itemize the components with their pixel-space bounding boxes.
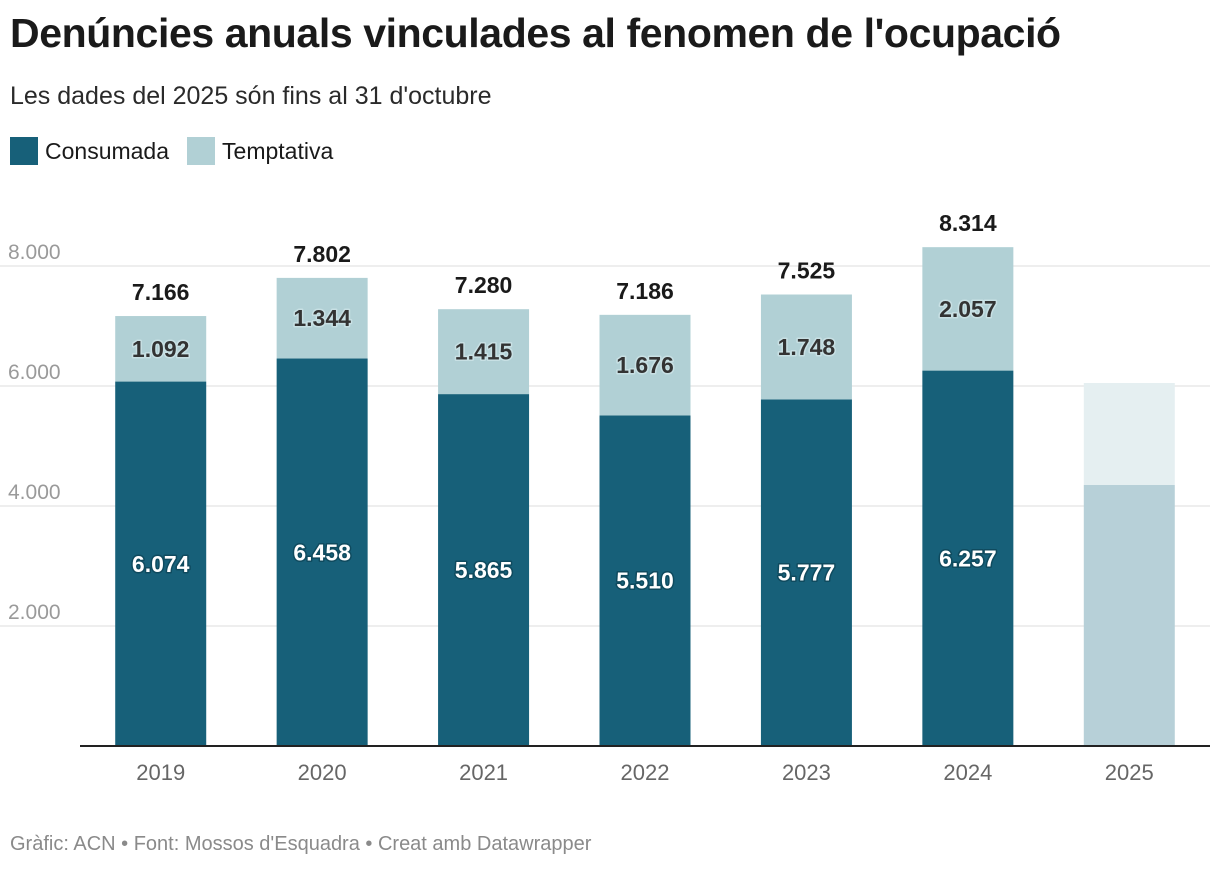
bar-temptativa-2022 bbox=[599, 314, 691, 416]
total-label: 7.525 bbox=[778, 258, 836, 284]
bar-consumada-2020 bbox=[276, 358, 368, 746]
data-label-consumada: 6.257 bbox=[939, 545, 997, 571]
bar-temptativa-2019 bbox=[115, 316, 207, 382]
total-label: 7.802 bbox=[293, 241, 351, 267]
chart-footer: Gràfic: ACN • Font: Mossos d'Esquadra • … bbox=[10, 833, 592, 855]
bar-consumada-2023 bbox=[760, 399, 852, 746]
chart-title: Denúncies anuals vinculades al fenomen d… bbox=[10, 10, 1061, 56]
bar-temptativa-2021 bbox=[438, 309, 530, 395]
legend-item-consumada: Consumada bbox=[10, 137, 169, 165]
bar-consumada-2021 bbox=[438, 394, 530, 746]
total-label: 7.186 bbox=[616, 278, 674, 304]
total-label: 8.314 bbox=[939, 210, 997, 236]
x-tick-label: 2025 bbox=[1105, 760, 1154, 785]
data-label-consumada: 5.510 bbox=[616, 568, 674, 594]
data-label-consumada: 6.074 bbox=[132, 551, 190, 577]
legend-swatch-consumada bbox=[10, 137, 38, 165]
total-label: 7.166 bbox=[132, 279, 190, 305]
y-tick-label: 4.000 bbox=[8, 481, 61, 504]
x-tick-label: 2024 bbox=[943, 760, 992, 785]
data-label-consumada: 5.777 bbox=[778, 560, 836, 586]
bar-consumada-2025 bbox=[1083, 485, 1175, 746]
y-tick-label: 8.000 bbox=[8, 241, 61, 264]
bar-consumada-2022 bbox=[599, 415, 691, 746]
legend-swatch-temptativa bbox=[187, 137, 216, 165]
y-tick-label: 2.000 bbox=[8, 601, 61, 624]
bar-temptativa-2023 bbox=[760, 294, 852, 400]
data-label-temptativa: 1.676 bbox=[616, 352, 674, 378]
chart-subtitle: Les dades del 2025 són fins al 31 d'octu… bbox=[10, 82, 492, 110]
data-label-temptativa: 2.057 bbox=[939, 296, 997, 322]
bar-consumada-2019 bbox=[115, 381, 207, 746]
x-tick-label: 2019 bbox=[136, 760, 185, 785]
total-label: 7.280 bbox=[455, 272, 513, 298]
data-label-temptativa: 1.748 bbox=[778, 334, 836, 360]
x-tick-label: 2023 bbox=[782, 760, 831, 785]
data-label-temptativa: 1.415 bbox=[455, 339, 513, 365]
bar-temptativa-2025 bbox=[1083, 383, 1175, 485]
data-label-consumada: 5.865 bbox=[455, 557, 513, 583]
bar-temptativa-2024 bbox=[922, 247, 1014, 371]
x-tick-label: 2020 bbox=[298, 760, 347, 785]
data-label-temptativa: 1.344 bbox=[293, 305, 351, 331]
legend-label-temptativa: Temptativa bbox=[222, 137, 334, 164]
data-label-temptativa: 1.092 bbox=[132, 336, 190, 362]
x-tick-label: 2021 bbox=[459, 760, 508, 785]
bar-consumada-2024 bbox=[922, 370, 1014, 746]
legend-label-consumada: Consumada bbox=[45, 137, 170, 164]
y-tick-label: 6.000 bbox=[8, 361, 61, 384]
legend-item-temptativa: Temptativa bbox=[187, 137, 333, 165]
bar-temptativa-2020 bbox=[276, 277, 368, 359]
data-label-consumada: 6.458 bbox=[293, 539, 351, 565]
x-tick-label: 2022 bbox=[621, 760, 670, 785]
legend: Consumada Temptativa bbox=[10, 137, 351, 165]
